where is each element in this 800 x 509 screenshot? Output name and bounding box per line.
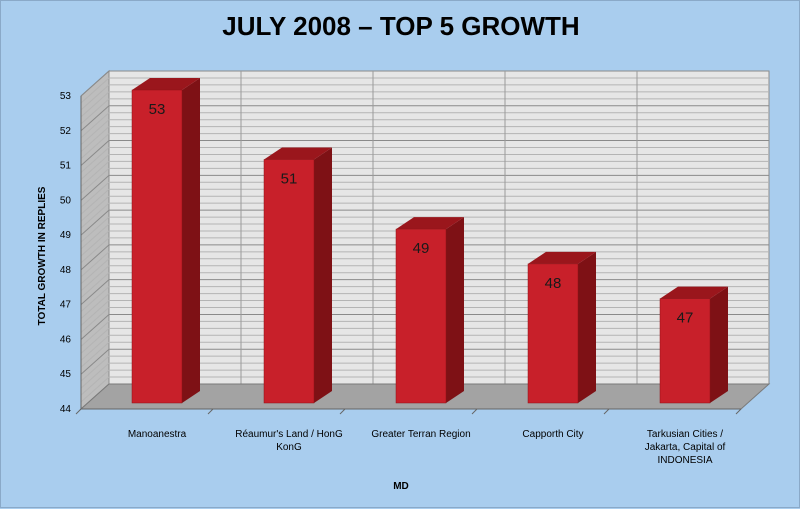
side-gridline-minor xyxy=(80,77,110,104)
x-axis-title: MD xyxy=(393,481,409,492)
bar xyxy=(131,89,183,404)
bar-side xyxy=(578,251,596,403)
bar xyxy=(263,159,315,404)
y-tick-label: 45 xyxy=(60,369,72,380)
bar-top xyxy=(396,217,464,230)
x-tick-mark xyxy=(75,408,82,415)
side-gridline-major xyxy=(80,348,110,375)
bar-top xyxy=(264,147,332,160)
side-gridline-minor xyxy=(80,154,110,180)
data-label: 53 xyxy=(149,101,166,118)
x-tick-label: Jakarta, Capital of xyxy=(645,442,726,453)
side-gridline-minor xyxy=(80,181,110,208)
y-tick-label: 51 xyxy=(60,161,72,172)
y-tick-label: 47 xyxy=(60,300,72,311)
side-gridline-minor xyxy=(80,265,110,292)
bar xyxy=(659,298,711,404)
x-tick-mark xyxy=(603,408,610,415)
side-gridline-minor xyxy=(80,133,110,159)
bar-top xyxy=(660,286,728,299)
y-tick-label: 44 xyxy=(60,404,72,415)
side-wall xyxy=(80,69,110,411)
side-gridline-minor xyxy=(80,195,110,222)
y-tick-label: 49 xyxy=(60,230,72,241)
y-tick-label: 48 xyxy=(60,265,72,276)
side-gridline-minor xyxy=(80,300,110,326)
side-gridline-major xyxy=(80,140,110,166)
side-gridline-minor xyxy=(80,168,110,194)
side-gridline-minor xyxy=(80,112,110,139)
side-gridline-minor xyxy=(80,362,110,389)
side-gridline-minor xyxy=(80,321,110,347)
side-gridline-minor xyxy=(80,293,110,319)
side-gridline-major xyxy=(80,209,110,236)
side-gridline-minor xyxy=(80,223,110,250)
side-gridline-minor xyxy=(80,327,110,354)
y-tick-label: 50 xyxy=(60,195,72,206)
chart-title: JULY 2008 – TOP 5 GROWTH xyxy=(222,11,580,41)
data-label: 48 xyxy=(545,275,562,292)
side-gridline-minor xyxy=(80,188,110,215)
x-tick-label: Capporth City xyxy=(522,429,583,440)
x-tick-label: Greater Terran Region xyxy=(371,429,470,440)
side-gridline-minor xyxy=(80,251,110,278)
side-gridline-minor xyxy=(80,147,110,173)
x-tick-mark xyxy=(207,408,214,415)
side-gridline-minor xyxy=(80,119,110,146)
side-gridline-minor xyxy=(80,376,110,403)
bar xyxy=(395,228,447,404)
x-tick-mark xyxy=(471,408,478,415)
side-gridline-major xyxy=(80,314,110,340)
x-tick-mark xyxy=(339,408,346,415)
side-gridline-minor xyxy=(80,91,110,118)
bar-side xyxy=(710,286,728,403)
bar-top xyxy=(528,251,596,264)
side-gridline-major xyxy=(80,244,110,271)
side-gridline-major xyxy=(80,105,110,132)
side-gridline-minor xyxy=(80,272,110,299)
data-label: 49 xyxy=(413,240,430,257)
side-gridline-minor xyxy=(80,334,110,361)
side-gridline-minor xyxy=(80,98,110,125)
bar-side xyxy=(314,147,332,403)
y-tick-label: 53 xyxy=(60,91,72,102)
side-gridline-minor xyxy=(80,202,110,229)
side-gridline-minor xyxy=(80,216,110,243)
side-gridline-minor xyxy=(80,230,110,257)
side-gridline-minor xyxy=(80,84,110,111)
side-gridline-minor xyxy=(80,161,110,187)
y-tick-label: 46 xyxy=(60,334,72,345)
x-tick-label: Manoanestra xyxy=(128,429,187,440)
data-label: 51 xyxy=(281,171,298,188)
x-tick-mark xyxy=(735,408,742,415)
side-gridline-minor xyxy=(80,369,110,396)
y-axis-title: TOTAL GROWTH IN REPLIES xyxy=(37,186,48,325)
side-gridline-minor xyxy=(80,307,110,333)
side-gridline-minor xyxy=(80,355,110,382)
x-tick-label: INDONESIA xyxy=(657,455,712,466)
side-gridline-minor xyxy=(80,126,110,153)
side-gridline-minor xyxy=(80,286,110,312)
side-gridline-major xyxy=(80,279,110,306)
side-gridline-minor xyxy=(80,341,110,368)
data-label: 47 xyxy=(677,310,694,327)
x-tick-label: Réaumur's Land / HonG xyxy=(235,429,343,440)
side-gridline-minor xyxy=(80,237,110,264)
bar-side xyxy=(446,217,464,403)
bar-top xyxy=(132,78,200,90)
y-tick-label: 52 xyxy=(60,126,72,137)
x-tick-label: Tarkusian Cities / xyxy=(647,429,723,440)
bar-side xyxy=(182,78,200,403)
side-gridline-major xyxy=(80,174,110,201)
bar xyxy=(527,263,579,404)
x-tick-label: KonG xyxy=(276,442,302,453)
side-gridline-minor xyxy=(80,258,110,285)
side-gridline-major xyxy=(80,70,110,97)
